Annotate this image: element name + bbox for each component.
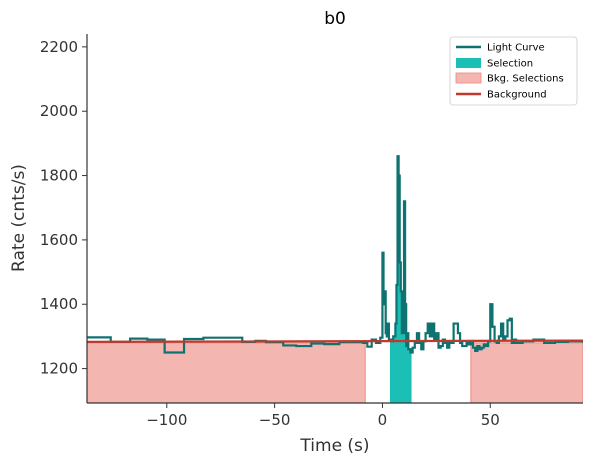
bkg-selection-group [87,342,583,404]
legend: Light Curve Selection Bkg. Selections Ba… [449,36,578,106]
legend-swatch-bkg-selections [455,72,482,84]
legend-label-selection: Selection [487,59,533,70]
y-axis-label: Rate (cnts/s) [9,164,29,272]
legend-frame [449,36,578,106]
x-tick-label: 50 [481,411,500,429]
legend-label-background: Background [487,90,547,101]
y-tick-label: 1800 [40,167,78,185]
legend-label-light-curve: Light Curve [487,43,545,54]
bkg-selection-span [87,342,366,404]
y-tick-label: 1600 [40,231,78,249]
bkg-selection-span [470,342,583,404]
background-group [87,339,583,343]
x-axis-label: Time (s) [299,436,369,456]
light-curve-group [87,155,583,354]
x-tick-label: −100 [146,411,187,429]
legend-swatch-selection [456,58,481,68]
x-ticks: −100 −50 0 50 [146,403,500,429]
y-tick-label: 1200 [40,360,78,378]
y-tick-label: 2200 [40,38,78,56]
x-tick-label: 0 [378,411,388,429]
legend-label-bkg-selections: Bkg. Selections [487,74,564,85]
y-tick-label: 1400 [40,295,78,313]
x-tick-label: −50 [259,411,291,429]
axes: −100 −50 0 50 1200 1400 1600 1800 2000 2200 [40,34,583,429]
chart-title: b0 [324,9,346,29]
y-tick-label: 2000 [40,102,78,120]
light-curve-line [87,155,583,354]
y-ticks: 1200 1400 1600 1800 2000 2200 [40,38,87,378]
background-line [87,339,583,343]
